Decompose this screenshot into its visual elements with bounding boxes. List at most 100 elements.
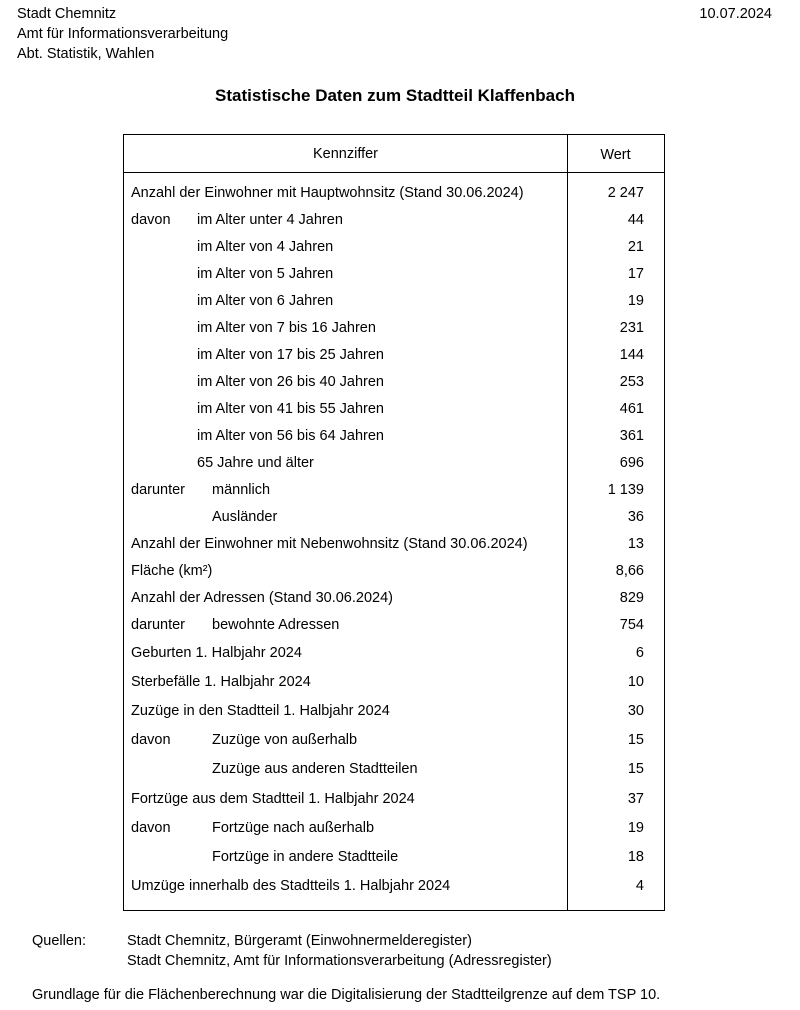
row-value: 10 <box>627 673 644 690</box>
column-header-kennziffer: Kennziffer <box>312 146 379 162</box>
org-line: Amt für Informationsverarbeitung <box>17 26 229 42</box>
row-value: 19 <box>627 819 644 836</box>
row-sublabel: Zuzüge aus anderen Stadtteilen <box>212 761 418 778</box>
table-row: davon Fortzüge nach außerhalb 19 <box>124 813 664 842</box>
table-row: Fortzüge in andere Stadtteile 18 <box>124 842 664 871</box>
row-value: 17 <box>627 265 644 282</box>
row-value: 144 <box>619 346 644 363</box>
report-date: 10.07.2024 <box>699 6 772 22</box>
row-label: darunter <box>131 481 186 498</box>
row-value: 13 <box>627 535 644 552</box>
table-row: 65 Jahre und älter 696 <box>124 449 664 476</box>
row-value: 19 <box>627 292 644 309</box>
row-label: darunter <box>131 616 186 633</box>
row-sublabel: im Alter von 5 Jahren <box>197 265 334 282</box>
row-value: 829 <box>619 589 644 606</box>
table-row: davon im Alter unter 4 Jahren 44 <box>124 206 664 233</box>
table-row: darunter bewohnte Adressen 754 <box>124 611 664 638</box>
row-value: 2 247 <box>607 184 644 201</box>
row-value: 18 <box>627 848 644 865</box>
row-sublabel: Fortzüge nach außerhalb <box>212 819 375 836</box>
table-row: im Alter von 4 Jahren 21 <box>124 233 664 260</box>
column-divider <box>567 135 568 910</box>
row-value: 15 <box>627 761 644 778</box>
org-line: Abt. Statistik, Wahlen <box>17 46 155 62</box>
row-label: davon <box>131 819 171 836</box>
footnote: Grundlage für die Flächenberechnung war … <box>32 987 661 1003</box>
row-value: 461 <box>619 400 644 417</box>
table-row: Anzahl der Einwohner mit Hauptwohnsitz (… <box>124 179 664 206</box>
table-row: Zuzüge aus anderen Stadtteilen 15 <box>124 755 664 784</box>
row-sublabel: im Alter unter 4 Jahren <box>197 211 343 228</box>
row-sublabel: im Alter von 7 bis 16 Jahren <box>197 319 376 336</box>
statistics-table: Kennziffer Wert Anzahl der Einwohner mit… <box>123 134 665 911</box>
row-sublabel: 65 Jahre und älter <box>197 454 314 471</box>
row-sublabel: im Alter von 4 Jahren <box>197 238 334 255</box>
row-label: Sterbefälle 1. Halbjahr 2024 <box>131 673 311 690</box>
row-sublabel: Ausländer <box>212 508 278 525</box>
row-sublabel: Fortzüge in andere Stadtteile <box>212 848 399 865</box>
row-sublabel: im Alter von 56 bis 64 Jahren <box>197 427 384 444</box>
table-row: Umzüge innerhalb des Stadtteils 1. Halbj… <box>124 872 664 901</box>
row-label: Geburten 1. Halbjahr 2024 <box>131 644 302 661</box>
row-value: 4 <box>635 878 644 895</box>
row-value: 754 <box>619 616 644 633</box>
row-label: Anzahl der Einwohner mit Hauptwohnsitz (… <box>131 184 524 201</box>
table-row: darunter männlich 1 139 <box>124 476 664 503</box>
table-row: im Alter von 17 bis 25 Jahren 144 <box>124 341 664 368</box>
row-value: 15 <box>627 732 644 749</box>
table-row: davon Zuzüge von außerhalb 15 <box>124 726 664 755</box>
header-divider <box>124 172 664 173</box>
row-value: 44 <box>627 211 644 228</box>
row-value: 696 <box>619 454 644 471</box>
row-sublabel: im Alter von 26 bis 40 Jahren <box>197 373 384 390</box>
table-row: Ausländer 36 <box>124 503 664 530</box>
table-row: Fläche (km²) 8,66 <box>124 557 664 584</box>
table-row: Sterbefälle 1. Halbjahr 2024 10 <box>124 667 664 696</box>
row-label: Umzüge innerhalb des Stadtteils 1. Halbj… <box>131 878 451 895</box>
table-row: im Alter von 5 Jahren 17 <box>124 260 664 287</box>
table-row: im Alter von 7 bis 16 Jahren 231 <box>124 314 664 341</box>
sources-label: Quellen: <box>32 933 87 949</box>
row-label: Anzahl der Einwohner mit Nebenwohnsitz (… <box>131 535 528 552</box>
table-row: Anzahl der Einwohner mit Nebenwohnsitz (… <box>124 530 664 557</box>
header-org: Stadt Chemnitz Amt für Informationsverar… <box>17 4 228 64</box>
row-value: 1 139 <box>607 481 644 498</box>
row-label: davon <box>131 732 171 749</box>
row-sublabel: im Alter von 41 bis 55 Jahren <box>197 400 384 417</box>
page-title: Statistische Daten zum Stadtteil Klaffen… <box>215 86 575 105</box>
row-value: 253 <box>619 373 644 390</box>
row-label: Zuzüge in den Stadtteil 1. Halbjahr 2024 <box>131 702 390 719</box>
row-value: 6 <box>635 644 644 661</box>
row-value: 36 <box>627 508 644 525</box>
row-value: 30 <box>627 702 644 719</box>
table-row: Geburten 1. Halbjahr 2024 6 <box>124 638 664 667</box>
row-value: 231 <box>619 319 644 336</box>
row-sublabel: Zuzüge von außerhalb <box>212 732 358 749</box>
row-sublabel: im Alter von 17 bis 25 Jahren <box>197 346 384 363</box>
row-value: 8,66 <box>615 562 644 579</box>
table-row: im Alter von 26 bis 40 Jahren 253 <box>124 368 664 395</box>
table-row: im Alter von 41 bis 55 Jahren 461 <box>124 395 664 422</box>
source-line: Stadt Chemnitz, Amt für Informationsvera… <box>127 953 552 969</box>
table-row: im Alter von 56 bis 64 Jahren 361 <box>124 422 664 449</box>
row-sublabel: männlich <box>212 481 271 498</box>
table-row: Anzahl der Adressen (Stand 30.06.2024) 82… <box>124 584 664 611</box>
table-row: Zuzüge in den Stadtteil 1. Halbjahr 2024… <box>124 696 664 725</box>
org-line: Stadt Chemnitz <box>17 6 117 22</box>
table-row: Fortzüge aus dem Stadtteil 1. Halbjahr 2… <box>124 784 664 813</box>
row-sublabel: im Alter von 6 Jahren <box>197 292 334 309</box>
row-sublabel: bewohnte Adressen <box>212 616 340 633</box>
sources-list: Stadt Chemnitz, Bürgeramt (Einwohnermeld… <box>127 931 552 971</box>
source-line: Stadt Chemnitz, Bürgeramt (Einwohnermeld… <box>127 933 472 949</box>
row-value: 37 <box>627 790 644 807</box>
row-value: 361 <box>619 427 644 444</box>
table-row: im Alter von 6 Jahren 19 <box>124 287 664 314</box>
row-label: Fläche (km²) <box>131 562 213 579</box>
row-label: Fortzüge aus dem Stadtteil 1. Halbjahr 2… <box>131 790 415 807</box>
row-label: Anzahl der Adressen (Stand 30.06.2024) <box>131 589 393 606</box>
row-label: davon <box>131 211 171 228</box>
column-header-wert: Wert <box>600 147 631 163</box>
row-value: 21 <box>627 238 644 255</box>
